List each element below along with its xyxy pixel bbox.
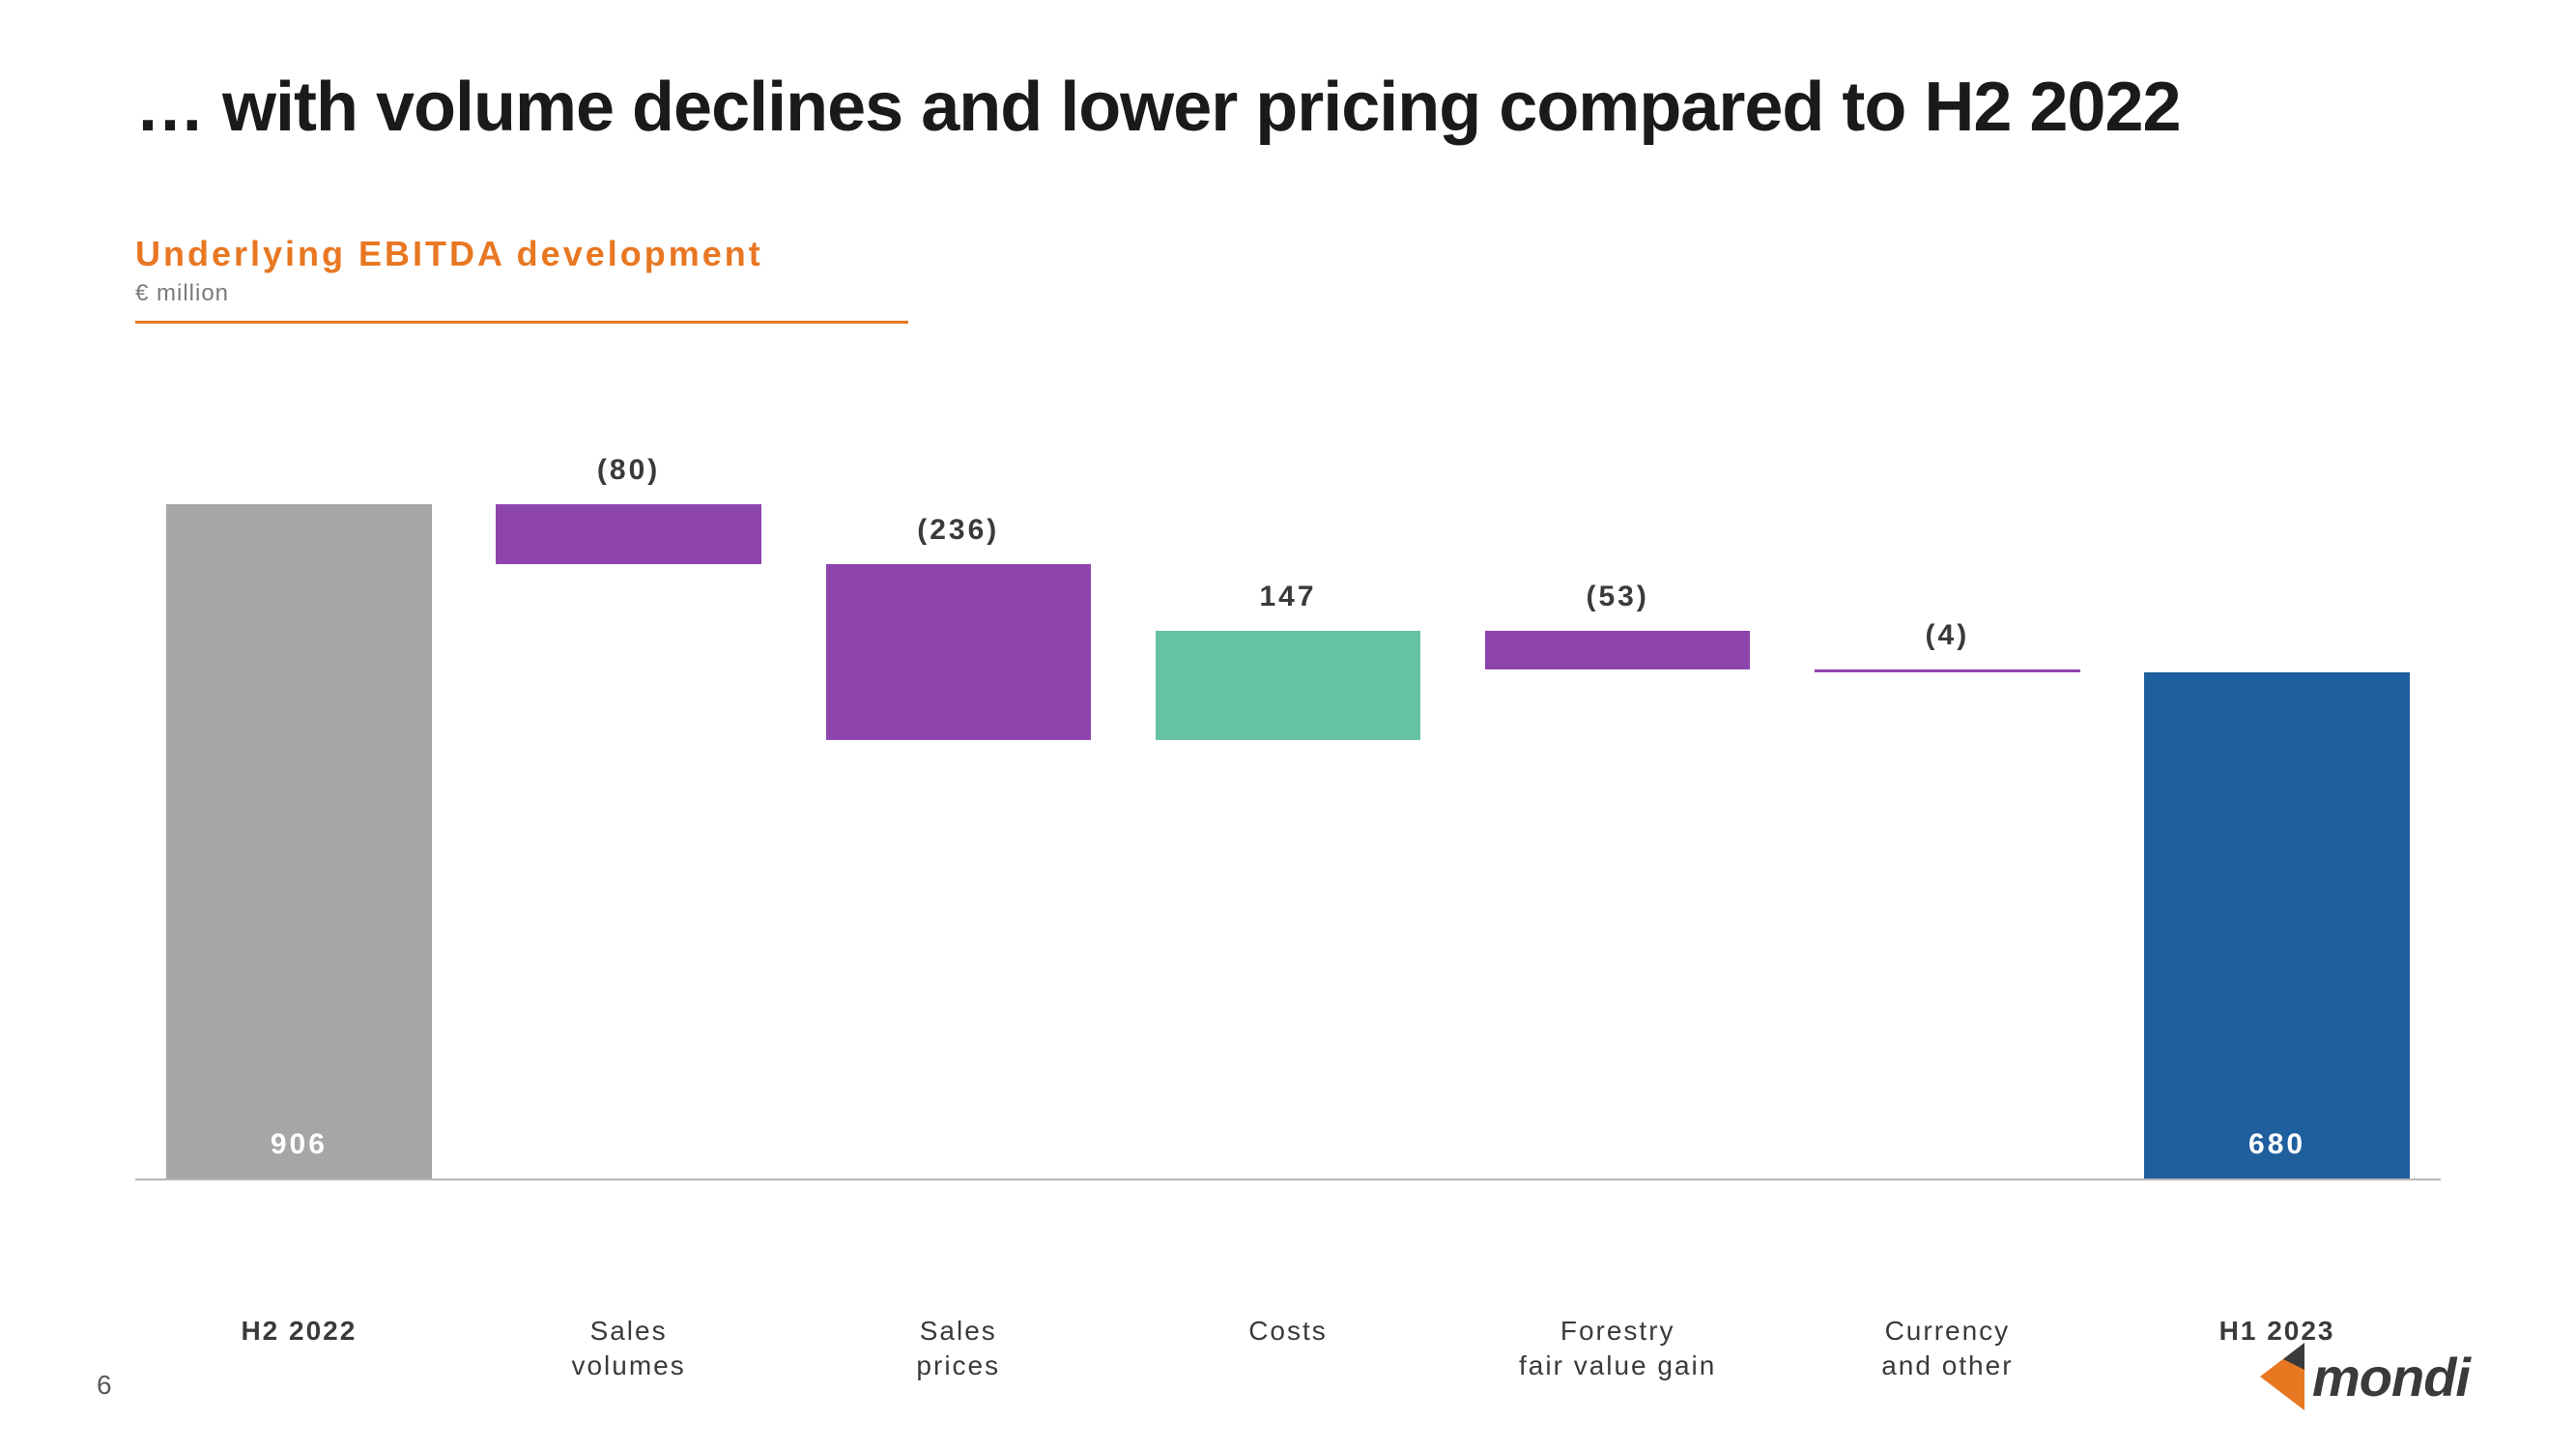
bar-value-label: 147: [1259, 581, 1316, 613]
x-label-sales_prices: Sales prices: [826, 1314, 1091, 1384]
waterfall-bar-h2_2022: 906: [166, 435, 431, 1179]
logo-text: mondi: [2312, 1346, 2470, 1408]
bar-rect: [2144, 672, 2409, 1179]
subtitle-rule: [135, 321, 908, 324]
bar-rect: [166, 504, 431, 1179]
bar-rect: [826, 564, 1091, 740]
x-label-costs: Costs: [1156, 1314, 1420, 1349]
bar-value-label: 680: [2248, 1128, 2305, 1161]
slide: … with volume declines and lower pricing…: [0, 0, 2576, 1449]
brand-logo: mondi: [2260, 1343, 2470, 1410]
waterfall-chart: 906(80)(236)147(53)(4)680 H2 2022Sales v…: [135, 435, 2441, 1294]
bar-value-label: 906: [271, 1128, 328, 1161]
waterfall-bar-sales_volumes: (80): [496, 435, 760, 1179]
chart-unit-caption: € million: [135, 280, 908, 307]
bar-rect: [1485, 631, 1750, 670]
x-label-currency: Currency and other: [1815, 1314, 2079, 1384]
bar-value-label: (80): [597, 454, 660, 487]
page-number: 6: [97, 1370, 112, 1401]
x-label-sales_volumes: Sales volumes: [496, 1314, 760, 1384]
bar-value-label: (53): [1587, 581, 1649, 613]
logo-chevron-icon: [2260, 1343, 2304, 1410]
bar-value-label: (236): [917, 514, 999, 547]
bar-rect: [1815, 669, 2079, 672]
waterfall-bar-h1_2023: 680: [2144, 435, 2409, 1179]
waterfall-bar-forestry: (53): [1485, 435, 1750, 1179]
bar-rect: [1156, 631, 1420, 740]
waterfall-bar-sales_prices: (236): [826, 435, 1091, 1179]
slide-title: … with volume declines and lower pricing…: [135, 68, 2441, 147]
bar-value-label: (4): [1926, 619, 1970, 652]
waterfall-bar-costs: 147: [1156, 435, 1420, 1179]
bar-rect: [496, 504, 760, 564]
chart-subtitle: Underlying EBITDA development: [135, 234, 908, 274]
waterfall-bar-currency: (4): [1815, 435, 2079, 1179]
x-label-h2_2022: H2 2022: [166, 1314, 431, 1349]
subtitle-block: Underlying EBITDA development € million: [135, 234, 908, 324]
x-label-forestry: Forestry fair value gain: [1485, 1314, 1750, 1384]
chart-plot-area: 906 (80) (236) 147 (53) (4) 680: [135, 435, 2441, 1180]
chart-x-axis-labels: H2 2022 Sales volumes Sales prices Costs For…: [135, 1294, 2441, 1410]
